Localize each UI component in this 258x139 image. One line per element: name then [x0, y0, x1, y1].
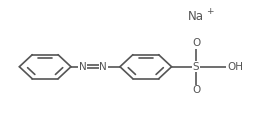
Text: O: O [192, 85, 200, 95]
Text: N: N [79, 62, 86, 72]
Text: S: S [193, 62, 199, 72]
Text: Na: Na [188, 10, 204, 23]
Text: +: + [206, 7, 213, 16]
Text: OH: OH [227, 62, 243, 72]
Text: O: O [192, 38, 200, 48]
Text: N: N [99, 62, 107, 72]
